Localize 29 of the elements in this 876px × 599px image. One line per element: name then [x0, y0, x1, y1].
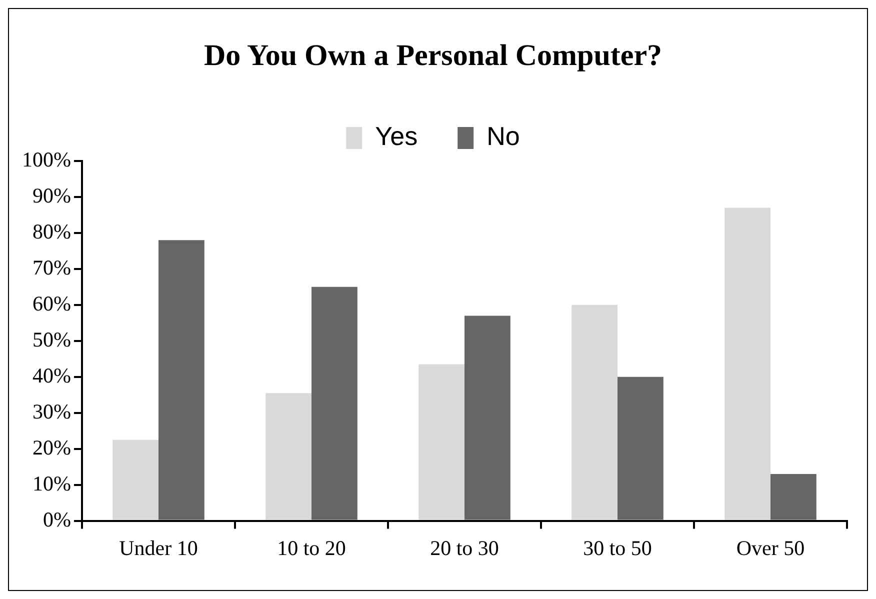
x-tick-label: 20 to 30	[430, 536, 499, 560]
bar	[724, 208, 770, 520]
y-tick-label: 80%	[32, 219, 71, 244]
x-tick-label: Under 10	[119, 536, 198, 560]
legend-label: No	[486, 121, 520, 152]
legend-label: Yes	[375, 121, 418, 152]
x-tick-label: 30 to 50	[583, 536, 652, 560]
bar	[158, 240, 204, 520]
bar	[311, 286, 358, 520]
bar	[770, 474, 816, 520]
chart-title: Do You Own a Personal Computer?	[204, 38, 662, 72]
bar	[418, 364, 464, 520]
bar	[266, 393, 312, 520]
y-tick-label: 10%	[32, 471, 71, 496]
y-tick-label: 90%	[32, 183, 71, 208]
bar	[112, 440, 158, 520]
y-tick-label: 20%	[32, 435, 71, 460]
y-tick-label: 60%	[32, 291, 71, 316]
y-tick-label: 100%	[22, 148, 71, 172]
y-tick-label: 40%	[32, 363, 71, 388]
y-tick-label: 30%	[32, 399, 71, 424]
y-tick-label: 50%	[32, 327, 71, 352]
x-tick-label: 10 to 20	[277, 536, 346, 560]
y-tick-label: 70%	[32, 255, 71, 280]
bar	[464, 316, 510, 520]
y-tick-label: 0%	[42, 507, 71, 532]
bar	[572, 304, 618, 520]
bar	[618, 376, 664, 520]
x-tick-label: Over 50	[736, 536, 805, 560]
